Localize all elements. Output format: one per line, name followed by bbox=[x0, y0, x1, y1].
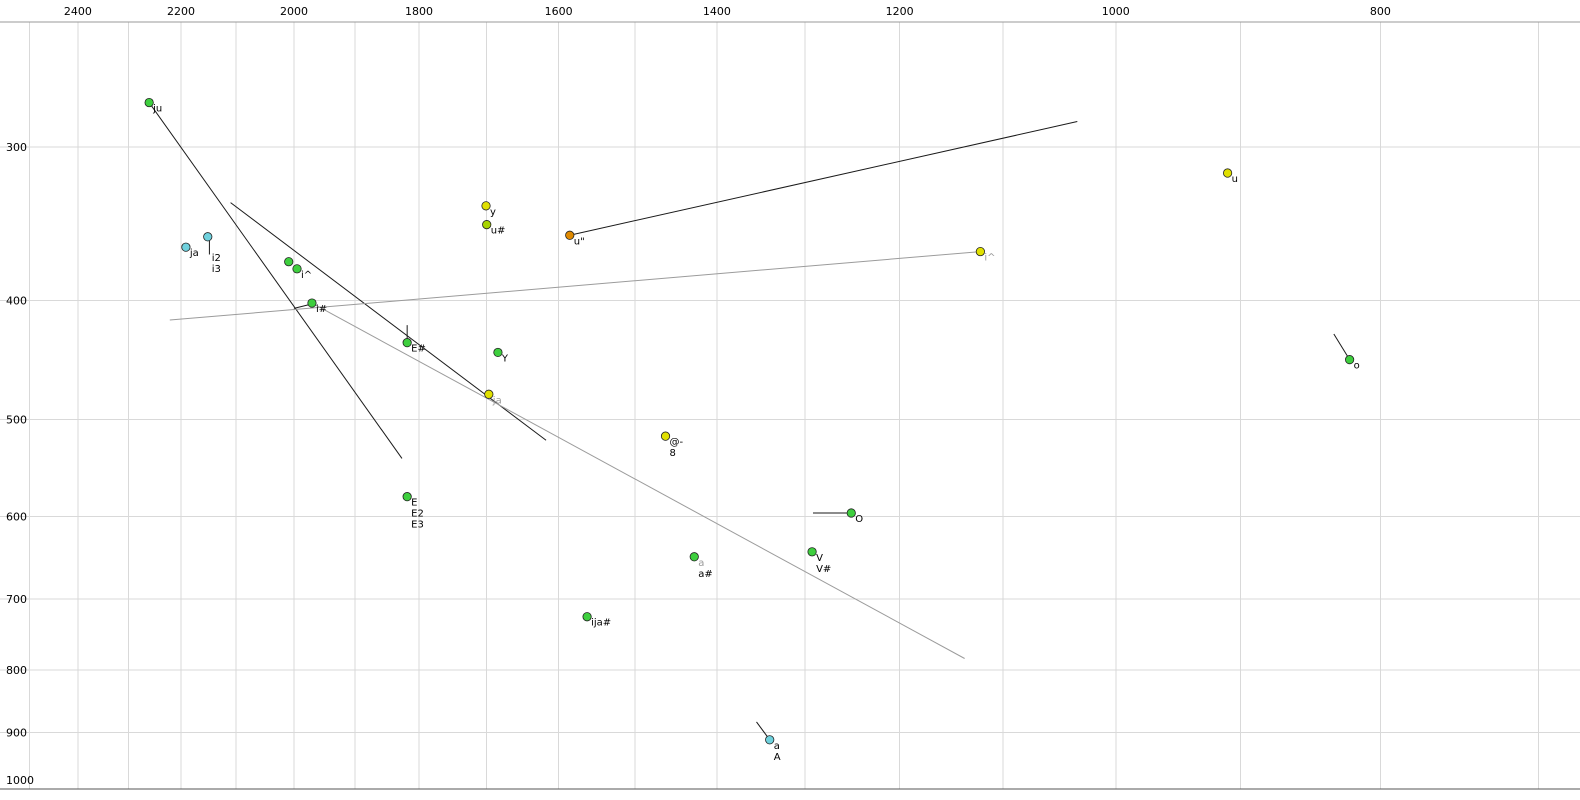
x-tick-label: 2400 bbox=[64, 5, 92, 18]
point-label-E-sharp: E# bbox=[411, 344, 426, 355]
data-point-u-sharp bbox=[482, 220, 492, 230]
point-label-i2-i3: i2 bbox=[212, 253, 221, 264]
data-point-ja-yellow bbox=[484, 389, 494, 399]
point-label-E-E2-E3: E bbox=[411, 498, 417, 509]
trajectory-line-i-caret-trajectory bbox=[169, 251, 981, 321]
data-point-O bbox=[846, 508, 856, 518]
point-label-a-a-sharp: a bbox=[698, 558, 704, 569]
x-tick-label: 1000 bbox=[1102, 5, 1130, 18]
x-tick-label: 2200 bbox=[167, 5, 195, 18]
point-label-a-A: A bbox=[774, 752, 781, 763]
point-label-ja-yellow: ja bbox=[492, 395, 502, 406]
data-point-a-a-sharp bbox=[689, 552, 699, 562]
y-tick-label: 700 bbox=[6, 593, 27, 606]
data-point-i-sharp bbox=[307, 298, 317, 308]
x-tick-label: 2000 bbox=[280, 5, 308, 18]
point-label-i-caret-yellow: i^ bbox=[984, 253, 995, 264]
point-label-ju: ju bbox=[152, 104, 162, 115]
point-label-i-caret: i^ bbox=[301, 270, 312, 281]
data-point-y bbox=[481, 201, 491, 211]
data-point-E-sharp bbox=[402, 338, 412, 348]
y-tick-label: 300 bbox=[6, 141, 27, 154]
point-label-V-V-sharp: V# bbox=[816, 564, 831, 575]
trajectory-line-i-sharp-tick bbox=[293, 303, 311, 309]
point-label-u-sharp: u# bbox=[491, 226, 506, 237]
x-tick-label: 800 bbox=[1370, 5, 1391, 18]
point-label-schwa: @- bbox=[670, 437, 684, 448]
point-label-ija-sharp: ija# bbox=[591, 618, 611, 629]
x-tick-label: 1800 bbox=[405, 5, 433, 18]
point-label-i-sharp: i# bbox=[316, 304, 327, 315]
trajectory-line-long-diagonal-trajectory bbox=[311, 302, 965, 659]
point-label-a-a-sharp: a# bbox=[698, 569, 713, 580]
point-label-Y: Y bbox=[501, 353, 509, 364]
x-tick-label: 1400 bbox=[703, 5, 731, 18]
data-point-i-caret bbox=[292, 264, 302, 274]
data-point-ju bbox=[144, 97, 154, 108]
y-tick-label: 800 bbox=[6, 664, 27, 677]
data-point-Y bbox=[493, 347, 503, 358]
trajectory-line-upper-left-trajectory bbox=[230, 202, 547, 441]
y-tick-label: 500 bbox=[6, 413, 27, 426]
trajectory-line-u-quote-trajectory bbox=[569, 121, 1078, 236]
point-label-y: y bbox=[490, 207, 496, 218]
data-point-u bbox=[1223, 168, 1233, 178]
data-point-i2-i3 bbox=[203, 232, 213, 242]
data-point-schwa bbox=[660, 431, 671, 441]
point-label-i2-i3: i3 bbox=[212, 264, 221, 275]
data-point-u-quote bbox=[565, 230, 575, 240]
point-label-schwa: 8 bbox=[670, 448, 676, 459]
point-label-a-A: a bbox=[774, 741, 780, 752]
point-label-V-V-sharp: V bbox=[816, 553, 823, 564]
data-point-i-caret-yellow bbox=[975, 246, 985, 257]
point-label-E-E2-E3: E3 bbox=[411, 520, 424, 531]
x-tick-label: 1600 bbox=[545, 5, 573, 18]
data-point-E-E2-E3 bbox=[402, 492, 412, 502]
y-tick-label: 900 bbox=[6, 727, 27, 740]
point-label-o: o bbox=[1354, 361, 1360, 372]
point-label-ja-cyan: ja bbox=[189, 248, 199, 259]
data-point-V-V-sharp bbox=[807, 547, 817, 557]
point-label-O: O bbox=[855, 514, 863, 525]
data-point-o bbox=[1345, 355, 1355, 365]
data-point-e-upper bbox=[284, 257, 294, 267]
point-label-E-E2-E3: E2 bbox=[411, 509, 424, 520]
point-label-u-quote: u" bbox=[574, 236, 585, 247]
y-tick-label: 600 bbox=[6, 511, 27, 524]
data-point-ija-sharp bbox=[582, 612, 592, 622]
trajectory-line-o-trajectory bbox=[1333, 333, 1351, 360]
data-point-ja-cyan bbox=[181, 242, 191, 252]
y-tick-label: 400 bbox=[6, 294, 27, 307]
trajectory-line-ju-trajectory bbox=[148, 102, 403, 459]
point-label-u: u bbox=[1232, 174, 1238, 185]
x-tick-label: 1200 bbox=[886, 5, 914, 18]
data-point-a-A bbox=[765, 735, 775, 745]
y-tick-label: 1000 bbox=[6, 774, 34, 787]
